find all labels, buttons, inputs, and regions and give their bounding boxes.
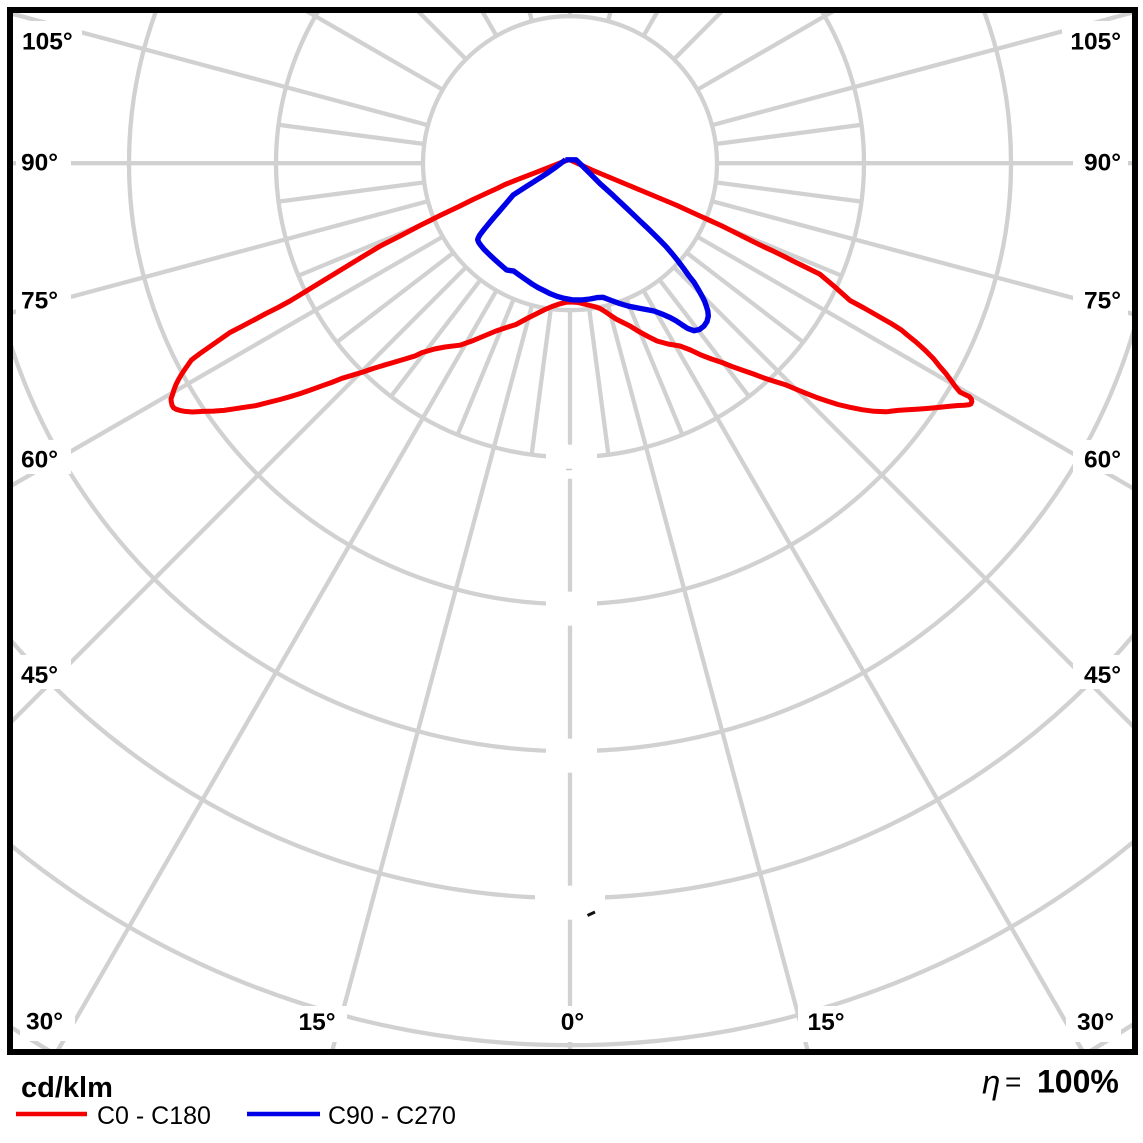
svg-text:0°: 0° <box>561 1009 584 1036</box>
svg-text:C90 - C270: C90 - C270 <box>328 1102 456 1130</box>
svg-text:60°: 60° <box>21 447 58 474</box>
svg-text:15°: 15° <box>807 1009 844 1036</box>
svg-text:45°: 45° <box>1084 662 1121 689</box>
svg-text:100%: 100% <box>1037 1064 1119 1100</box>
svg-text:η: η <box>982 1064 1000 1101</box>
svg-text:75°: 75° <box>21 288 58 315</box>
svg-text:cd/klm: cd/klm <box>21 1072 113 1104</box>
svg-text:90°: 90° <box>1084 150 1121 177</box>
svg-text:C0 - C180: C0 - C180 <box>97 1102 211 1130</box>
svg-text:15°: 15° <box>298 1009 335 1036</box>
svg-text:60°: 60° <box>1084 447 1121 474</box>
svg-text:45°: 45° <box>21 662 58 689</box>
svg-text:75°: 75° <box>1084 288 1121 315</box>
svg-text:=: = <box>1005 1066 1021 1097</box>
svg-text:105°: 105° <box>22 29 73 56</box>
svg-text:90°: 90° <box>21 150 58 177</box>
svg-text:105°: 105° <box>1070 29 1121 56</box>
svg-text:30°: 30° <box>26 1009 63 1036</box>
svg-text:30°: 30° <box>1077 1009 1114 1036</box>
